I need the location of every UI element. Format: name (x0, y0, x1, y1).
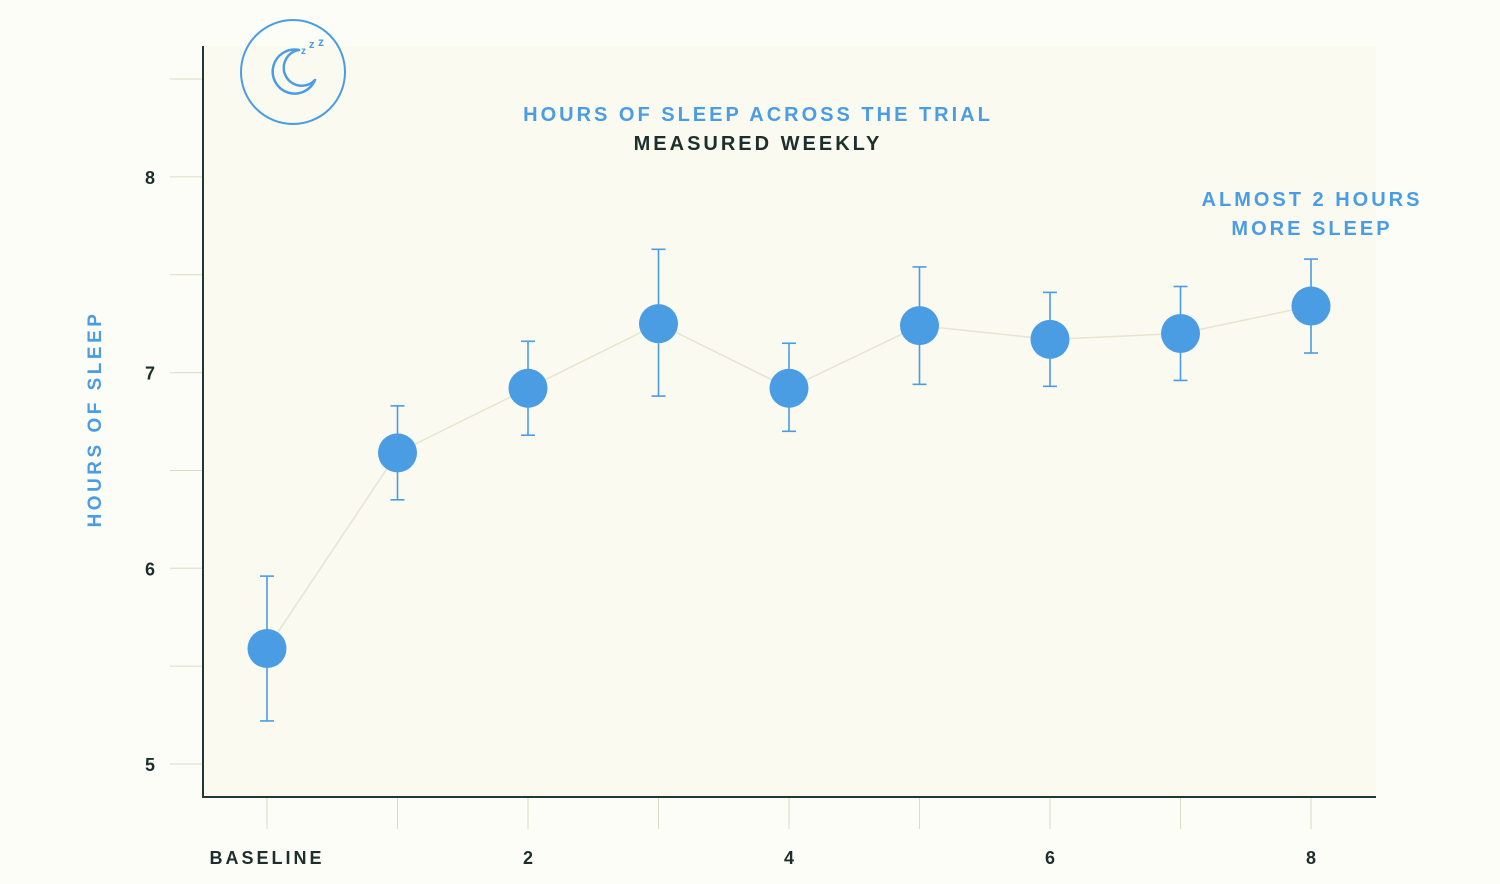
y-tick-labels: 5 6 7 8 (145, 168, 155, 775)
annotation-line-2: MORE SLEEP (1231, 218, 1392, 240)
series-layer (247, 248, 1331, 722)
data-point (247, 629, 287, 669)
annotation-line-1: ALMOST 2 HOURS (1202, 189, 1423, 211)
y-tick-label: 5 (145, 755, 155, 775)
chart-title: HOURS OF SLEEP ACROSS THE TRIAL (523, 104, 993, 126)
x-tick-label: 2 (523, 848, 533, 868)
x-tick-label: 6 (1045, 848, 1055, 868)
data-point (1030, 319, 1070, 359)
svg-text:z: z (301, 46, 306, 57)
y-tick-marks (170, 78, 203, 765)
data-point (639, 304, 678, 344)
x-tick-label: 4 (784, 848, 794, 868)
chart-subtitle: MEASURED WEEKLY (634, 133, 883, 155)
data-point (1291, 286, 1331, 326)
y-tick-label: 6 (145, 559, 155, 579)
x-tick-marks (266, 797, 1312, 829)
moon-sleep-icon: z z z (240, 19, 346, 125)
x-tick-label: 8 (1306, 848, 1316, 868)
svg-text:z: z (318, 35, 324, 49)
data-point (378, 433, 417, 473)
data-point (1161, 313, 1200, 353)
y-tick-label: 7 (145, 364, 155, 384)
svg-text:z: z (309, 39, 315, 51)
data-point (769, 368, 809, 408)
y-axis-label: HOURS OF SLEEP (85, 311, 106, 528)
x-tick-labels: BASELINE 2 4 6 8 (209, 848, 1316, 868)
x-tick-label: BASELINE (209, 848, 324, 868)
data-point (900, 306, 939, 346)
data-point (508, 368, 548, 408)
y-tick-label: 8 (145, 168, 155, 188)
